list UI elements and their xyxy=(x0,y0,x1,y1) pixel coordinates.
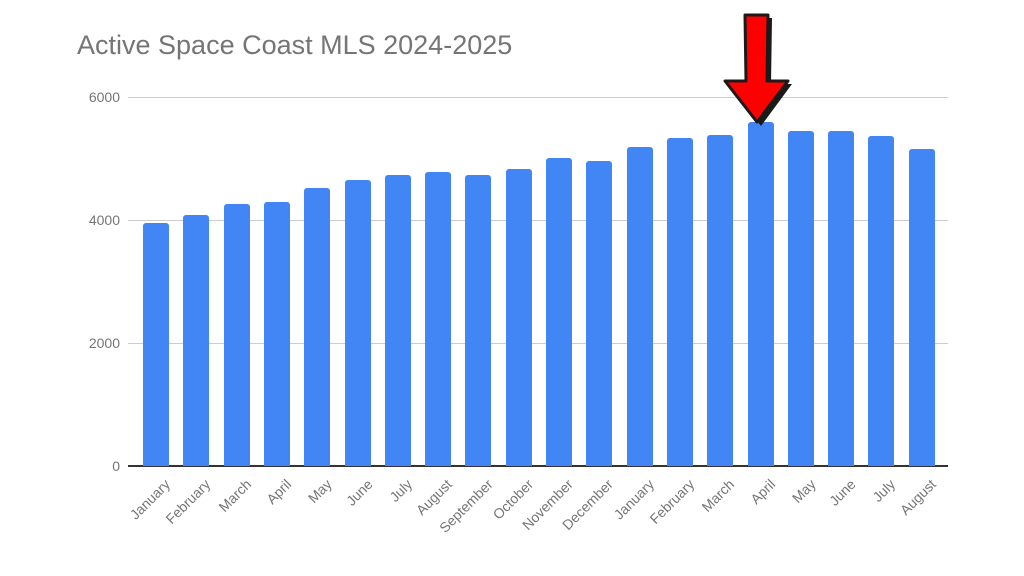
bar-april-3 xyxy=(263,202,290,466)
x-label-17: June xyxy=(825,476,859,509)
x-label-19: August xyxy=(896,476,939,519)
x-label-15: April xyxy=(746,476,778,508)
chart-title: Active Space Coast MLS 2024-2025 xyxy=(77,30,513,60)
bar-march-2 xyxy=(223,204,250,466)
y-tick-0: 0 xyxy=(112,458,120,474)
bar-august-7 xyxy=(425,172,452,466)
x-label-16: May xyxy=(788,476,819,507)
bar-may-4 xyxy=(304,187,331,466)
x-label-6: July xyxy=(386,476,416,505)
bar-september-8 xyxy=(465,175,492,466)
red-down-arrow-icon xyxy=(723,13,792,126)
bar-july-6 xyxy=(384,175,411,466)
x-axis-line xyxy=(128,465,948,467)
bar-january-12 xyxy=(626,147,653,466)
bar-july-18 xyxy=(868,136,895,466)
y-tick-6000: 6000 xyxy=(88,89,120,105)
x-label-4: May xyxy=(304,476,335,507)
gridline-6000 xyxy=(128,97,948,98)
gridline-2000 xyxy=(128,343,948,344)
x-label-5: June xyxy=(342,476,376,509)
x-label-14: March xyxy=(698,476,738,515)
bar-december-11 xyxy=(586,160,613,466)
gridline-4000 xyxy=(128,220,948,221)
bar-june-17 xyxy=(828,131,855,466)
bar-february-13 xyxy=(666,138,693,466)
bar-april-15 xyxy=(747,122,774,466)
bar-august-19 xyxy=(908,148,935,466)
bar-may-16 xyxy=(787,131,814,466)
bar-january-0 xyxy=(143,223,169,466)
bar-february-1 xyxy=(183,215,210,466)
x-label-3: April xyxy=(263,476,295,508)
bar-november-10 xyxy=(546,157,572,466)
x-label-18: July xyxy=(869,476,899,505)
bar-march-14 xyxy=(707,134,734,466)
bar-june-5 xyxy=(344,180,371,466)
x-label-2: March xyxy=(214,476,254,515)
bar-october-9 xyxy=(505,169,532,466)
y-tick-2000: 2000 xyxy=(88,335,120,351)
y-tick-4000: 4000 xyxy=(88,212,120,228)
